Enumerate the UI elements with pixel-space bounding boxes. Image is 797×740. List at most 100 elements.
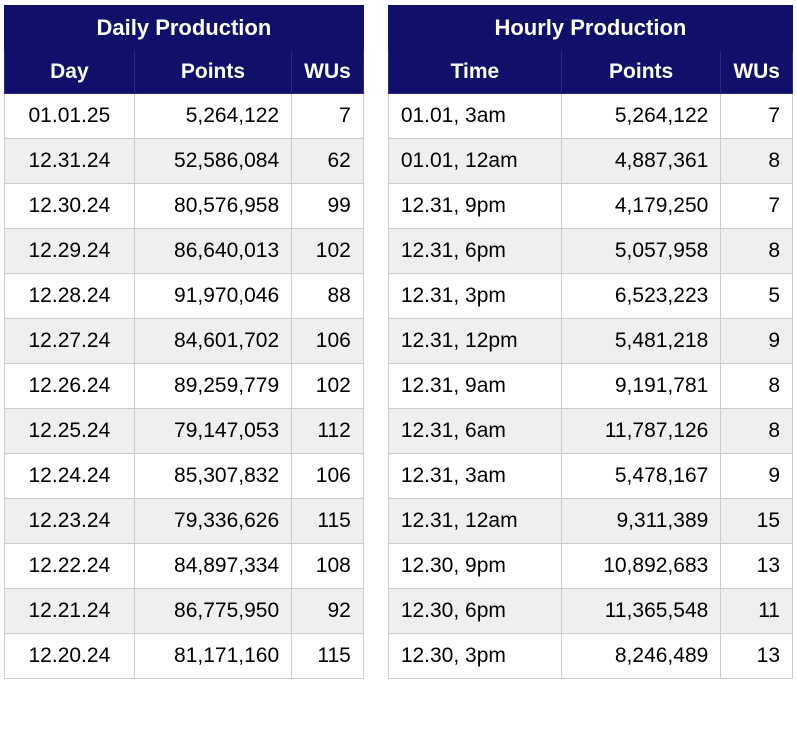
day-cell: 12.28.24 — [4, 273, 135, 319]
table-row: 12.31, 6am 11,787,126 8 — [387, 408, 793, 454]
table-row: 12.31, 12pm 5,481,218 9 — [387, 318, 793, 364]
table-row: 12.31, 3am 5,478,167 9 — [387, 453, 793, 499]
hourly-production-table: Hourly Production Time Points WUs 01.01,… — [387, 5, 794, 679]
time-cell: 12.31, 12pm — [387, 318, 562, 364]
points-cell: 9,311,389 — [560, 498, 722, 544]
time-cell: 12.31, 12am — [387, 498, 562, 544]
column-header-day: Day — [4, 50, 135, 94]
column-header-points: Points — [560, 50, 722, 94]
day-cell: 12.30.24 — [4, 183, 135, 229]
time-cell: 01.01, 12am — [387, 138, 562, 184]
table-row: 01.01, 3am 5,264,122 7 — [387, 93, 793, 139]
time-cell: 12.31, 3am — [387, 453, 562, 499]
points-cell: 4,887,361 — [560, 138, 722, 184]
hourly-table-body: 01.01, 3am 5,264,122 7 01.01, 12am 4,887,361… — [387, 93, 793, 679]
daily-production-table: Daily Production Day Points WUs 01.01.25… — [4, 5, 364, 679]
time-cell: 01.01, 3am — [387, 93, 562, 139]
wus-cell: 7 — [291, 93, 364, 139]
wus-cell: 106 — [291, 453, 364, 499]
wus-cell: 112 — [291, 408, 364, 454]
wus-cell: 9 — [720, 318, 793, 364]
table-row: 01.01, 12am 4,887,361 8 — [387, 138, 793, 184]
wus-cell: 7 — [720, 183, 793, 229]
table-row: 12.30, 9pm 10,892,683 13 — [387, 543, 793, 589]
wus-cell: 108 — [291, 543, 364, 589]
time-cell: 12.30, 3pm — [387, 633, 562, 679]
points-cell: 79,147,053 — [133, 408, 293, 454]
points-cell: 6,523,223 — [560, 273, 722, 319]
day-cell: 12.22.24 — [4, 543, 135, 589]
table-row: 12.22.24 84,897,334 108 — [4, 543, 364, 589]
points-cell: 5,481,218 — [560, 318, 722, 364]
time-cell: 12.31, 9pm — [387, 183, 562, 229]
day-cell: 12.29.24 — [4, 228, 135, 274]
table-row: 01.01.25 5,264,122 7 — [4, 93, 364, 139]
column-header-wus: WUs — [720, 50, 793, 94]
column-header-wus: WUs — [291, 50, 364, 94]
table-row: 12.30, 3pm 8,246,489 13 — [387, 633, 793, 679]
points-cell: 10,892,683 — [560, 543, 722, 589]
day-cell: 12.25.24 — [4, 408, 135, 454]
wus-cell: 9 — [720, 453, 793, 499]
table-row: 12.25.24 79,147,053 112 — [4, 408, 364, 454]
table-row: 12.31, 6pm 5,057,958 8 — [387, 228, 793, 274]
column-header-points: Points — [133, 50, 293, 94]
time-cell: 12.31, 3pm — [387, 273, 562, 319]
points-cell: 5,264,122 — [133, 93, 293, 139]
day-cell: 12.27.24 — [4, 318, 135, 364]
day-cell: 12.21.24 — [4, 588, 135, 634]
time-cell: 12.31, 9am — [387, 363, 562, 409]
wus-cell: 92 — [291, 588, 364, 634]
points-cell: 11,787,126 — [560, 408, 722, 454]
points-cell: 52,586,084 — [133, 138, 293, 184]
wus-cell: 106 — [291, 318, 364, 364]
table-row: 12.27.24 84,601,702 106 — [4, 318, 364, 364]
wus-cell: 62 — [291, 138, 364, 184]
time-cell: 12.31, 6am — [387, 408, 562, 454]
points-cell: 91,970,046 — [133, 273, 293, 319]
table-row: 12.31, 9am 9,191,781 8 — [387, 363, 793, 409]
hourly-table-title: Hourly Production — [387, 5, 794, 51]
table-row: 12.28.24 91,970,046 88 — [4, 273, 364, 319]
points-cell: 11,365,548 — [560, 588, 722, 634]
table-row: 12.29.24 86,640,013 102 — [4, 228, 364, 274]
points-cell: 79,336,626 — [133, 498, 293, 544]
points-cell: 4,179,250 — [560, 183, 722, 229]
day-cell: 12.23.24 — [4, 498, 135, 544]
daily-table-body: 01.01.25 5,264,122 7 12.31.24 52,586,084 62 12… — [4, 93, 364, 679]
time-cell: 12.31, 6pm — [387, 228, 562, 274]
table-row: 12.31, 12am 9,311,389 15 — [387, 498, 793, 544]
day-cell: 12.31.24 — [4, 138, 135, 184]
wus-cell: 88 — [291, 273, 364, 319]
points-cell: 9,191,781 — [560, 363, 722, 409]
production-stats: Daily Production Day Points WUs 01.01.25… — [4, 5, 794, 679]
points-cell: 5,057,958 — [560, 228, 722, 274]
wus-cell: 8 — [720, 408, 793, 454]
time-cell: 12.30, 6pm — [387, 588, 562, 634]
table-row: 12.31, 3pm 6,523,223 5 — [387, 273, 793, 319]
points-cell: 80,576,958 — [133, 183, 293, 229]
day-cell: 01.01.25 — [4, 93, 135, 139]
day-cell: 12.26.24 — [4, 363, 135, 409]
time-cell: 12.30, 9pm — [387, 543, 562, 589]
wus-cell: 15 — [720, 498, 793, 544]
points-cell: 81,171,160 — [133, 633, 293, 679]
wus-cell: 102 — [291, 228, 364, 274]
wus-cell: 5 — [720, 273, 793, 319]
table-row: 12.20.24 81,171,160 115 — [4, 633, 364, 679]
table-row: 12.30.24 80,576,958 99 — [4, 183, 364, 229]
points-cell: 86,640,013 — [133, 228, 293, 274]
table-row: 12.31, 9pm 4,179,250 7 — [387, 183, 793, 229]
wus-cell: 115 — [291, 498, 364, 544]
day-cell: 12.24.24 — [4, 453, 135, 499]
wus-cell: 115 — [291, 633, 364, 679]
table-row: 12.31.24 52,586,084 62 — [4, 138, 364, 184]
table-row: 12.24.24 85,307,832 106 — [4, 453, 364, 499]
wus-cell: 8 — [720, 363, 793, 409]
daily-table-title: Daily Production — [4, 5, 364, 51]
table-row: 12.30, 6pm 11,365,548 11 — [387, 588, 793, 634]
points-cell: 5,478,167 — [560, 453, 722, 499]
wus-cell: 99 — [291, 183, 364, 229]
points-cell: 5,264,122 — [560, 93, 722, 139]
points-cell: 84,601,702 — [133, 318, 293, 364]
